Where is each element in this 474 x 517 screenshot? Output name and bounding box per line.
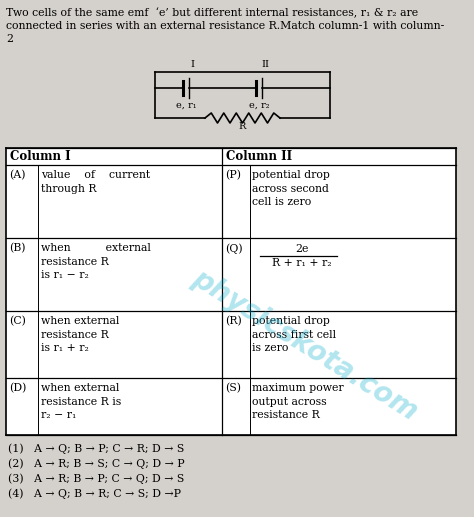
Text: (A): (A) [9, 170, 26, 180]
Text: Column II: Column II [226, 150, 292, 163]
Text: e, r₂: e, r₂ [249, 100, 269, 110]
Text: when          external
resistance R
is r₁ − r₂: when external resistance R is r₁ − r₂ [41, 243, 151, 280]
Text: (1)   A → Q; B → P; C → R; D → S: (1) A → Q; B → P; C → R; D → S [8, 443, 184, 453]
Text: 2: 2 [6, 34, 13, 44]
Text: when external
resistance R
is r₁ + r₂: when external resistance R is r₁ + r₂ [41, 316, 119, 353]
Text: (Q): (Q) [225, 243, 243, 253]
Bar [6, 148, 456, 435]
Text: II: II [261, 60, 269, 69]
Text: (4)   A → Q; B → R; C → S; D →P: (4) A → Q; B → R; C → S; D →P [8, 488, 181, 498]
Text: (S): (S) [225, 383, 241, 393]
Text: connected in series with an external resistance R.Match column-1 with column-: connected in series with an external res… [6, 21, 444, 31]
Text: (P): (P) [225, 170, 241, 180]
Text: when external
resistance R is
r₂ − r₁: when external resistance R is r₂ − r₁ [41, 383, 121, 420]
Text: Column I: Column I [10, 150, 71, 163]
Text: (R): (R) [225, 316, 242, 326]
Text: value    of    current
through R: value of current through R [41, 170, 150, 193]
Text: (B): (B) [9, 243, 26, 253]
Text: Two cells of the same emf  ‘e’ but different internal resistances, r₁ & r₂ are: Two cells of the same emf ‘e’ but differ… [6, 8, 418, 19]
Text: (2)   A → R; B → S; C → Q; D → P: (2) A → R; B → S; C → Q; D → P [8, 458, 185, 468]
Text: (C): (C) [9, 316, 26, 326]
Text: (D): (D) [9, 383, 27, 393]
Text: maximum power
output across
resistance R: maximum power output across resistance R [252, 383, 344, 420]
Text: potential drop
across second
cell is zero: potential drop across second cell is zer… [252, 170, 330, 207]
Text: physicskota.com: physicskota.com [187, 264, 423, 426]
Text: R + r₁ + r₂: R + r₁ + r₂ [272, 258, 332, 268]
Text: (3)   A → R; B → P; C → Q; D → S: (3) A → R; B → P; C → Q; D → S [8, 473, 184, 483]
Text: e, r₁: e, r₁ [176, 100, 196, 110]
Text: 2e: 2e [295, 244, 309, 254]
Text: I: I [190, 60, 194, 69]
Text: potential drop
across first cell
is zero: potential drop across first cell is zero [252, 316, 336, 353]
Text: R: R [239, 122, 246, 131]
